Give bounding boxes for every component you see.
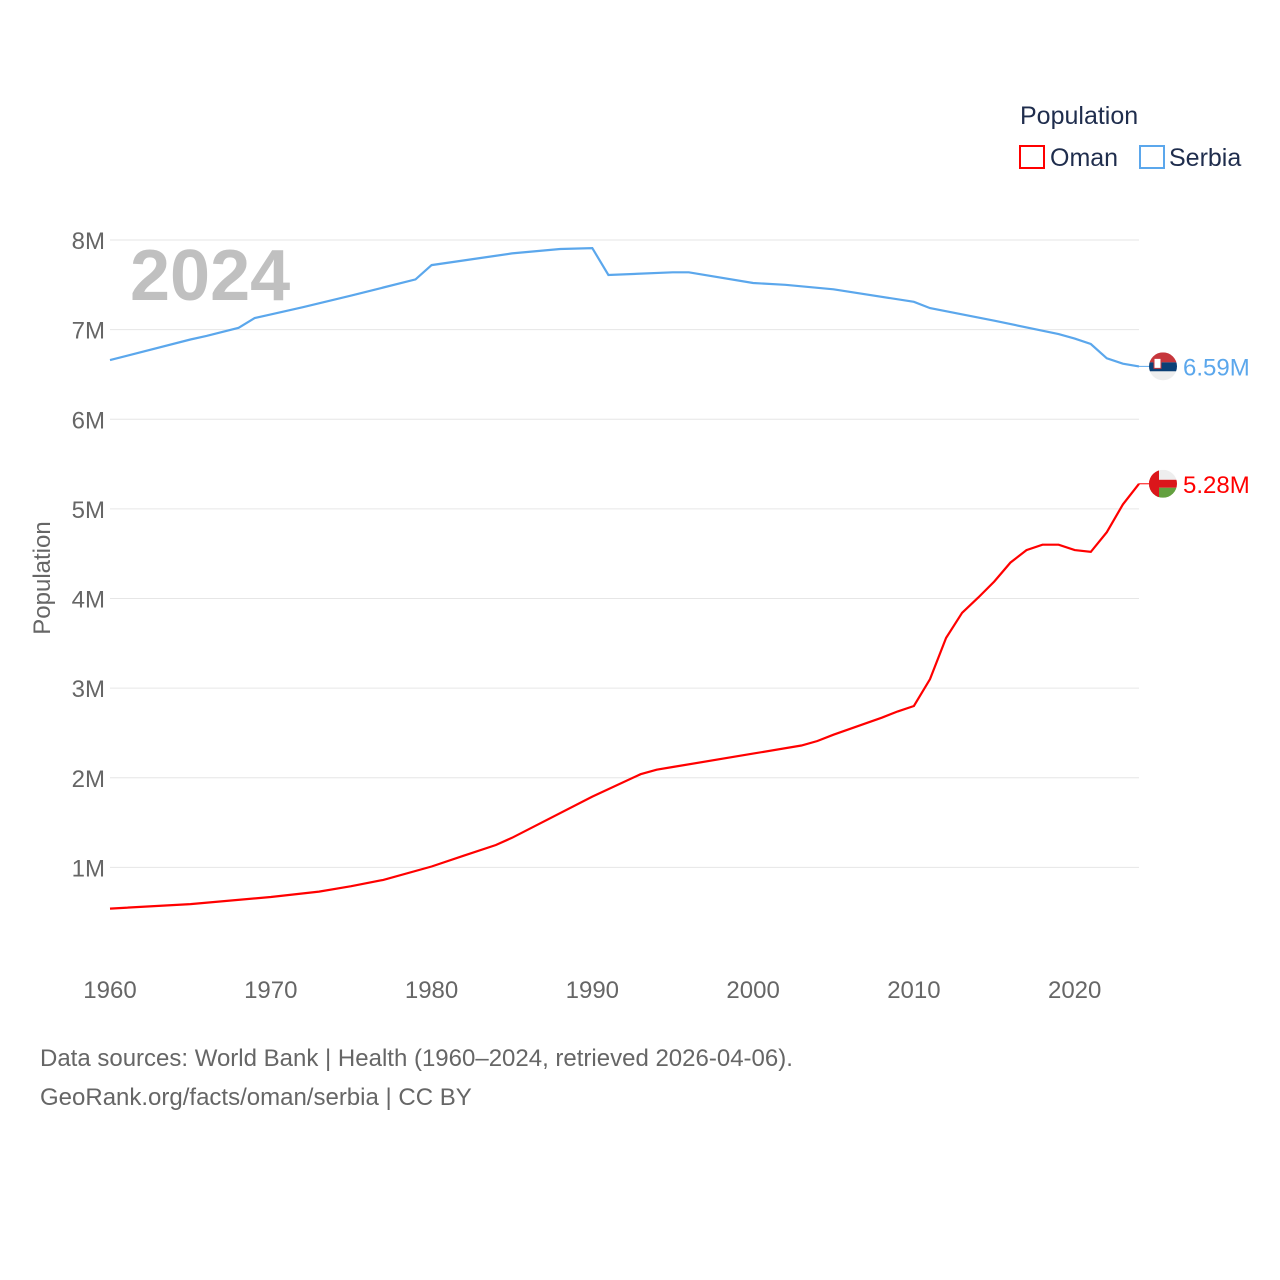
year-watermark: 2024 xyxy=(130,236,290,316)
y-axis: 1M 2M 3M 4M 5M 6M 7M 8M xyxy=(72,228,105,882)
x-tick-label: 2000 xyxy=(726,977,779,1004)
end-label-serbia: 6.59M xyxy=(1183,354,1250,381)
x-tick-label: 1990 xyxy=(566,977,619,1004)
series-line-oman xyxy=(109,483,1140,910)
legend-item-oman[interactable]: Oman xyxy=(1019,144,1118,172)
y-tick-label: 3M xyxy=(72,676,105,703)
y-tick-label: 6M xyxy=(72,407,105,434)
end-label-oman: 5.28M xyxy=(1183,472,1250,499)
y-tick-label: 8M xyxy=(72,228,105,255)
y-tick-label: 2M xyxy=(72,766,105,793)
x-tick-label: 1970 xyxy=(244,977,297,1004)
y-axis-label: Population xyxy=(29,521,56,634)
series-line-serbia xyxy=(109,246,1140,368)
y-tick-label: 1M xyxy=(72,855,105,882)
gridlines xyxy=(110,239,1139,868)
x-axis: 1960 1970 1980 1990 2000 2010 2020 xyxy=(83,977,1101,1004)
y-tick-label: 7M xyxy=(72,318,105,345)
legend-item-serbia[interactable]: Serbia xyxy=(1139,144,1241,172)
legend-label-oman: Oman xyxy=(1050,144,1118,172)
series-end-labels: 5.28M 6.59M xyxy=(1139,352,1250,499)
serbia-flag-icon xyxy=(1149,352,1177,381)
footer-sources: Data sources: World Bank | Health (1960–… xyxy=(40,1045,793,1072)
x-tick-label: 1960 xyxy=(83,977,136,1004)
x-tick-label: 1980 xyxy=(405,977,458,1004)
legend-title: Population xyxy=(1020,102,1138,130)
y-tick-label: 4M xyxy=(72,587,105,614)
series-lines xyxy=(109,246,1140,910)
footer-credit[interactable]: GeoRank.org/facts/oman/serbia | CC BY xyxy=(40,1084,472,1111)
y-tick-label: 5M xyxy=(72,497,105,524)
x-tick-label: 2010 xyxy=(887,977,940,1004)
x-tick-label: 2020 xyxy=(1048,977,1101,1004)
oman-flag-icon xyxy=(1149,469,1177,498)
legend-swatch-oman xyxy=(1019,145,1045,169)
legend: Population Oman Serbia xyxy=(1019,102,1241,172)
legend-label-serbia: Serbia xyxy=(1169,144,1241,172)
legend-swatch-serbia xyxy=(1139,145,1165,169)
